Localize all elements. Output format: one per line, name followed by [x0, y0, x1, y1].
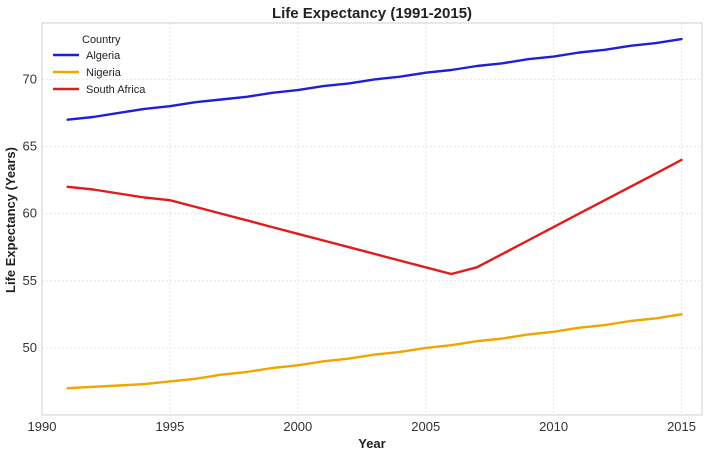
legend: Country Algeria Nigeria South Africa: [53, 34, 146, 96]
grid-lines: [41, 23, 702, 415]
series-line-algeria: [66, 37, 683, 121]
y-tick-label: 70: [23, 71, 37, 86]
legend-title: Country: [82, 34, 121, 46]
y-tick-label: 65: [23, 139, 37, 154]
y-axis-ticks: 50 55 60 65 70: [23, 71, 37, 354]
y-tick-label: 50: [23, 340, 37, 355]
x-tick-label: 2015: [667, 419, 696, 434]
x-tick-label: 1995: [155, 419, 184, 434]
series-line-nigeria: [66, 313, 683, 390]
x-tick-label: 2000: [283, 419, 312, 434]
plot-area-frame: [41, 22, 703, 416]
series-line-south-africa: [66, 158, 683, 276]
legend-label-nigeria: Nigeria: [86, 67, 122, 79]
x-tick-label: 1990: [28, 419, 57, 434]
legend-label-algeria: Algeria: [86, 50, 121, 62]
y-axis-label: Life Expectancy (Years): [3, 147, 18, 293]
y-tick-label: 55: [23, 273, 37, 288]
series-lines: [66, 37, 683, 390]
chart-title: Life Expectancy (1991-2015): [272, 5, 472, 22]
x-tick-label: 2005: [411, 419, 440, 434]
x-axis-label: Year: [358, 436, 385, 451]
legend-label-south-africa: South Africa: [86, 84, 146, 96]
y-tick-label: 60: [23, 206, 37, 221]
x-axis-ticks: 1990 1995 2000 2005 2010 2015: [28, 419, 696, 434]
x-tick-label: 2010: [539, 419, 568, 434]
